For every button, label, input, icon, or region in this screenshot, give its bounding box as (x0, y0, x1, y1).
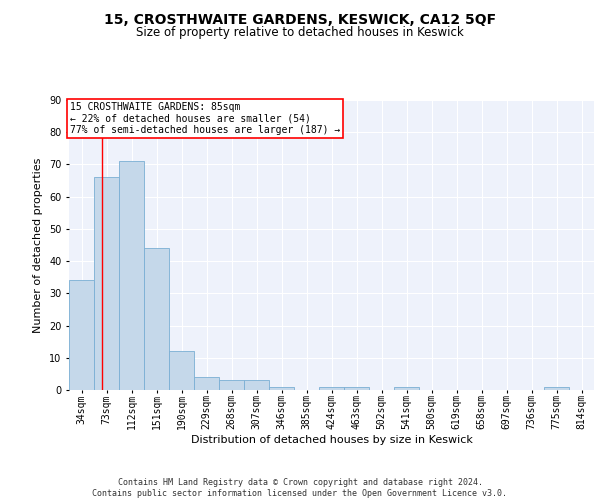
Bar (219, 380, 244, 390)
X-axis label: Distribution of detached houses by size in Keswick: Distribution of detached houses by size … (191, 435, 472, 445)
Text: Size of property relative to detached houses in Keswick: Size of property relative to detached ho… (136, 26, 464, 39)
Text: Contains HM Land Registry data © Crown copyright and database right 2024.
Contai: Contains HM Land Registry data © Crown c… (92, 478, 508, 498)
Bar (269, 387, 294, 390)
Bar (119, 161, 144, 390)
Bar (169, 352, 194, 390)
Text: 15 CROSTHWAITE GARDENS: 85sqm
← 22% of detached houses are smaller (54)
77% of s: 15 CROSTHWAITE GARDENS: 85sqm ← 22% of d… (70, 102, 340, 135)
Bar (69, 280, 94, 390)
Bar (244, 380, 269, 390)
Bar (544, 387, 569, 390)
Bar (94, 178, 119, 390)
Text: 15, CROSTHWAITE GARDENS, KESWICK, CA12 5QF: 15, CROSTHWAITE GARDENS, KESWICK, CA12 5… (104, 12, 496, 26)
Bar (344, 387, 369, 390)
Bar (144, 248, 169, 390)
Bar (194, 377, 219, 390)
Y-axis label: Number of detached properties: Number of detached properties (34, 158, 43, 332)
Bar (319, 387, 344, 390)
Bar (394, 387, 419, 390)
